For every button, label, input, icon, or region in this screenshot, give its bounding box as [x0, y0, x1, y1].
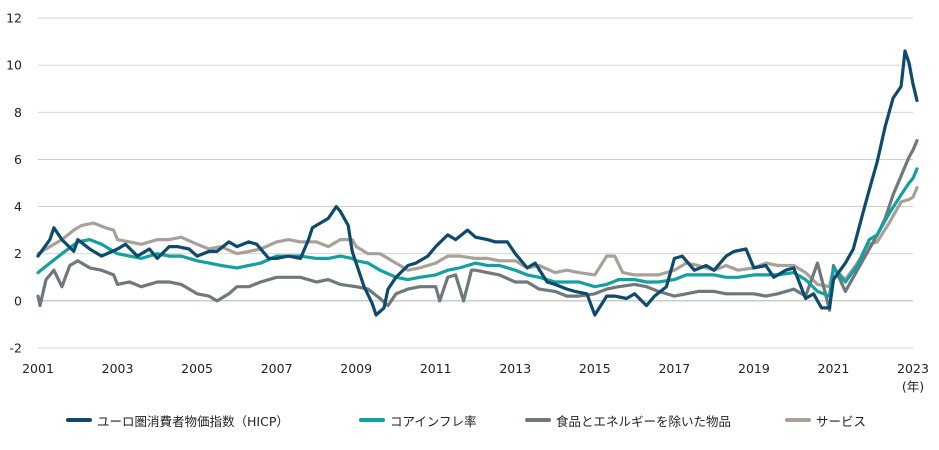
series-line-1 — [36, 167, 919, 298]
series-line-3 — [36, 186, 919, 289]
x-tick-label: 2009 — [340, 361, 372, 376]
x-axis-ticks: 2001 2003 2005 2007 2009 2011 2013 2015 2017 2019… — [22, 361, 929, 376]
legend-label-hicp: ユーロ圏消費者物価指数（HICP） — [97, 413, 289, 429]
x-tick-label: 2019 — [738, 361, 770, 376]
legend-item-services: サービス — [785, 408, 866, 432]
legend: ユーロ圏消費者物価指数（HICP） コアインフレ率 食品とエネルギーを除いた物品… — [0, 408, 939, 432]
legend-label-goods: 食品とエネルギーを除いた物品 — [556, 413, 732, 429]
x-tick-label: 2005 — [181, 361, 213, 376]
x-tick-label: 2023 — [897, 361, 929, 376]
legend-swatch-core — [359, 418, 385, 422]
y-tick-label: 0 — [14, 293, 22, 308]
y-tick-label: 10 — [6, 58, 22, 73]
x-tick-label: 2001 — [22, 361, 54, 376]
x-tick-label: 2011 — [420, 361, 452, 376]
x-tick-label: 2015 — [579, 361, 611, 376]
y-tick-label: 12 — [6, 11, 22, 26]
series-lines — [36, 49, 919, 317]
series-line-2 — [36, 139, 919, 312]
legend-label-core: コアインフレ率 — [390, 413, 477, 429]
y-tick-label: -2 — [10, 341, 22, 356]
y-tick-label: 4 — [14, 199, 22, 214]
legend-swatch-services — [785, 418, 811, 422]
x-tick-label: 2017 — [658, 361, 690, 376]
legend-item-core: コアインフレ率 — [359, 408, 477, 432]
grid-lines — [38, 17, 913, 349]
x-tick-label: 2003 — [102, 361, 134, 376]
legend-item-hicp: ユーロ圏消費者物価指数（HICP） — [66, 408, 289, 432]
y-tick-label: 6 — [14, 152, 22, 167]
x-tick-label: 2021 — [818, 361, 850, 376]
y-tick-label: 8 — [14, 105, 22, 120]
legend-swatch-hicp — [66, 418, 92, 422]
y-tick-label: 2 — [14, 246, 22, 261]
legend-swatch-goods — [525, 418, 551, 422]
series-line-0 — [36, 49, 919, 317]
x-tick-label: 2013 — [499, 361, 531, 376]
y-axis-ticks: -2 0 2 4 6 8 10 12 — [6, 11, 22, 356]
legend-item-goods: 食品とエネルギーを除いた物品 — [525, 408, 731, 432]
legend-label-services: サービス — [816, 413, 867, 429]
x-axis-unit-label: (年) — [902, 379, 924, 394]
x-tick-label: 2007 — [261, 361, 293, 376]
